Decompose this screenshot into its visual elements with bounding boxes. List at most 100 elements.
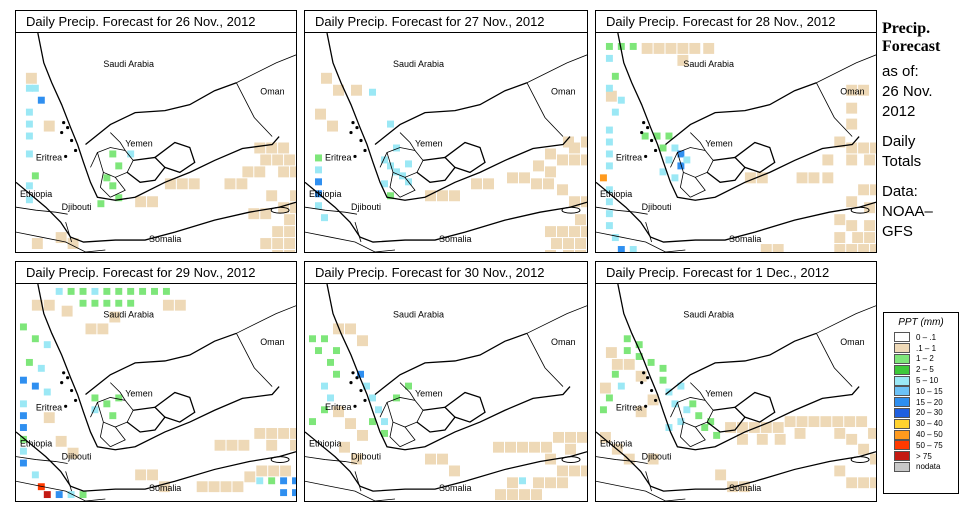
precip-cell xyxy=(19,435,27,443)
light-precip-cell xyxy=(846,477,858,489)
island-dot xyxy=(349,381,353,385)
light-precip-cell xyxy=(449,465,460,477)
border-line xyxy=(110,132,126,151)
border-line xyxy=(444,141,486,174)
light-precip-cell xyxy=(242,166,254,178)
island-dot xyxy=(640,130,644,135)
light-precip-cell xyxy=(272,226,284,238)
island-dot xyxy=(359,388,363,393)
precip-cell xyxy=(677,162,685,170)
border-line xyxy=(389,422,401,448)
light-precip-cell xyxy=(483,178,494,190)
precip-cell xyxy=(381,180,388,188)
island-dot xyxy=(650,388,654,393)
precip-cell xyxy=(695,412,703,420)
light-precip-cell xyxy=(43,299,55,311)
light-precip-cell xyxy=(290,166,296,178)
light-precip-cell xyxy=(61,305,73,317)
light-precip-cell xyxy=(254,142,266,154)
precip-cell xyxy=(97,200,105,208)
data-label: Data: xyxy=(882,183,918,200)
island-dot xyxy=(73,148,78,153)
light-precip-cell xyxy=(647,394,659,406)
precip-cell xyxy=(103,400,111,408)
light-precip-cell xyxy=(834,465,846,477)
island-dot xyxy=(64,404,68,408)
light-precip-cell xyxy=(260,154,272,166)
light-precip-cell xyxy=(760,244,772,252)
light-precip-cell xyxy=(774,433,786,445)
legend-swatch xyxy=(894,418,910,429)
light-precip-cell xyxy=(290,190,296,202)
light-precip-cell xyxy=(531,489,542,501)
light-precip-cell xyxy=(635,406,647,418)
precip-cell xyxy=(115,194,123,202)
border-line xyxy=(96,397,134,428)
light-precip-cell xyxy=(67,447,79,459)
precip-cell xyxy=(623,335,631,343)
light-precip-cell xyxy=(858,443,870,455)
border-line xyxy=(85,498,106,501)
precip-cell xyxy=(659,376,667,384)
light-precip-cell xyxy=(846,142,858,154)
precip-cell xyxy=(683,406,691,414)
light-precip-cell xyxy=(563,250,574,252)
light-precip-cell xyxy=(232,481,244,493)
precip-cell xyxy=(19,459,27,467)
light-precip-cell xyxy=(196,481,208,493)
precip-cell xyxy=(405,160,412,168)
light-precip-cell xyxy=(581,154,587,166)
border-line xyxy=(110,426,126,448)
legend-item: 10 – 15 xyxy=(894,386,958,397)
light-precip-cell xyxy=(67,238,79,250)
border-line xyxy=(679,172,691,198)
border-line xyxy=(526,305,587,334)
precip-cell xyxy=(641,132,649,140)
legend-label: 15 – 20 xyxy=(916,397,943,407)
border-line xyxy=(734,141,776,174)
border-line xyxy=(85,249,106,252)
country-label-oman: Oman xyxy=(551,337,576,347)
legend-item: 50 – 75 xyxy=(894,440,958,451)
island-dot xyxy=(70,138,74,143)
light-precip-cell xyxy=(339,441,350,453)
light-precip-cell xyxy=(703,42,715,54)
light-precip-cell xyxy=(864,220,876,232)
border-line xyxy=(374,498,396,501)
country-label-oman: Oman xyxy=(840,337,864,347)
border-line xyxy=(816,333,853,387)
light-precip-cell xyxy=(557,477,568,489)
light-precip-cell xyxy=(864,202,876,214)
light-precip-cell xyxy=(577,431,587,443)
light-precip-cell xyxy=(333,84,344,96)
light-precip-cell xyxy=(808,172,820,184)
light-precip-cell xyxy=(611,358,623,370)
light-precip-cell xyxy=(557,154,568,166)
map-canvas: Saudi Arabia Oman Yemen Eritrea Ethiopia Djib… xyxy=(305,33,587,252)
precip-cell xyxy=(19,400,27,408)
light-precip-cell xyxy=(226,439,238,451)
island-dot xyxy=(642,371,646,375)
light-precip-cell xyxy=(647,453,659,465)
precip-cell xyxy=(665,132,673,140)
forecast-panel-6: Daily Precip. Forecast for 1 Dec., 2012 … xyxy=(595,261,877,502)
light-precip-cell xyxy=(858,84,870,96)
border-line xyxy=(399,426,416,448)
light-precip-cell xyxy=(449,190,460,202)
precip-cell xyxy=(79,287,87,295)
precip-cell xyxy=(387,162,394,170)
border-line xyxy=(734,391,776,423)
light-precip-cell xyxy=(794,428,806,439)
light-precip-cell xyxy=(870,142,876,154)
precip-cell xyxy=(713,431,721,439)
legend-label: 40 – 50 xyxy=(916,430,943,440)
precip-cell xyxy=(357,370,364,378)
island-dot xyxy=(640,381,644,385)
precip-cell xyxy=(268,477,276,485)
country-label-yemen: Yemen xyxy=(125,138,152,148)
light-precip-cell xyxy=(772,244,784,252)
border-line xyxy=(236,305,296,334)
light-precip-cell xyxy=(575,250,586,252)
border-line xyxy=(617,33,860,201)
light-precip-cell xyxy=(858,477,870,489)
